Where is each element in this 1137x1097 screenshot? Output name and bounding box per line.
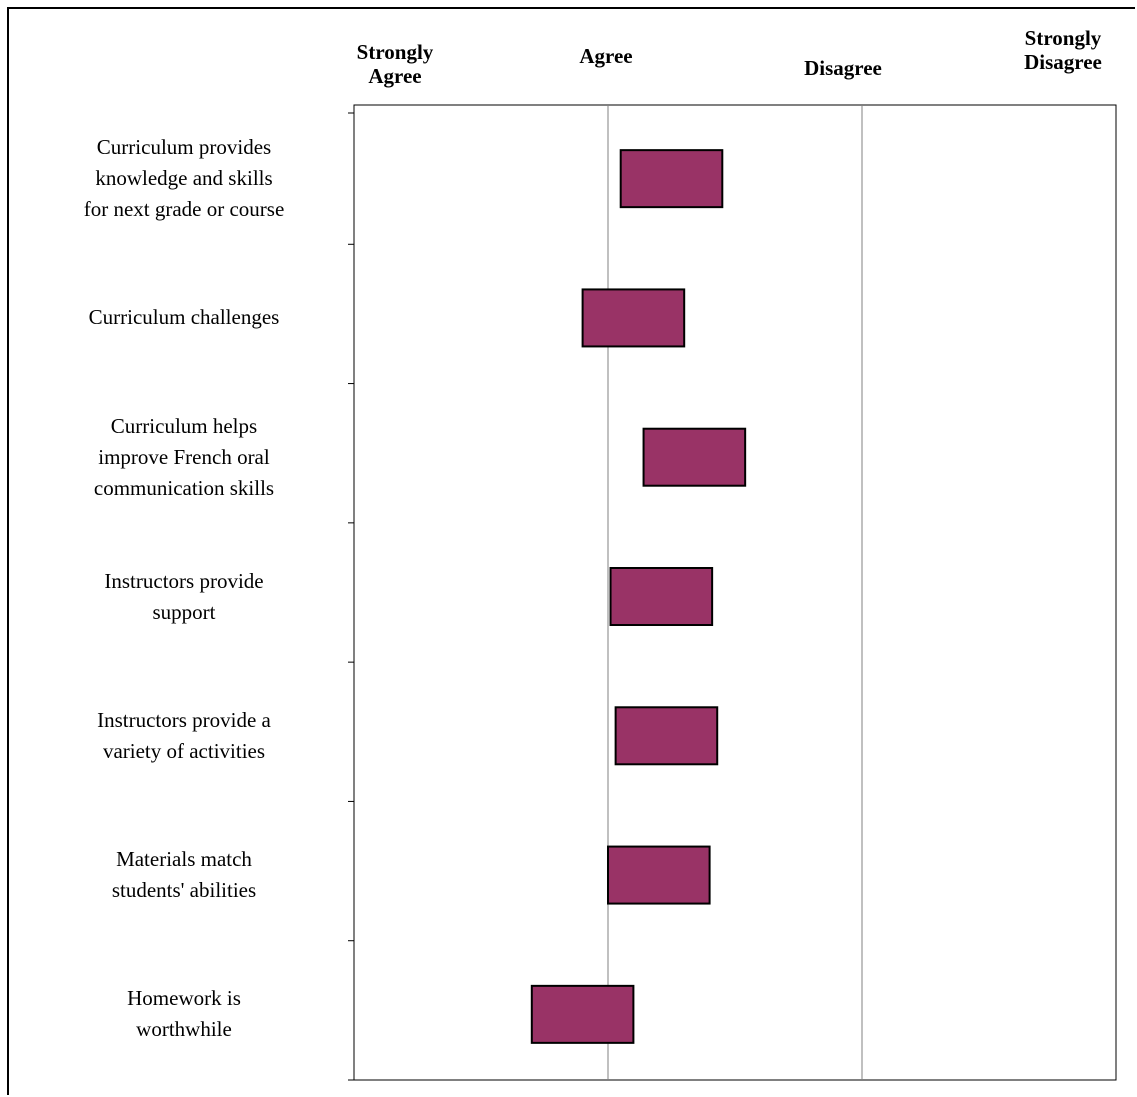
scale-label: Disagree xyxy=(804,56,882,80)
range-bar xyxy=(609,567,714,626)
scale-label: Agree xyxy=(579,44,633,68)
category-label: Instructors provide a variety of activit… xyxy=(97,707,271,763)
category-label: Curriculum challenges xyxy=(88,305,280,330)
category-label: Curriculum provides knowledge and skills… xyxy=(83,135,285,222)
plot-area xyxy=(353,104,1117,1081)
chart-frame xyxy=(7,7,1135,1095)
range-bar xyxy=(619,149,724,209)
range-bar xyxy=(530,984,635,1044)
category-label: Instructors provide support xyxy=(104,568,264,624)
category-label: Materials match students' abilities xyxy=(111,847,257,903)
range-bar xyxy=(614,706,719,766)
range-bar xyxy=(642,427,747,487)
scale-label: Strongly Agree xyxy=(356,40,434,88)
category-label: Homework is worthwhile xyxy=(127,986,241,1042)
range-bar xyxy=(581,288,686,348)
scale-label: Strongly Disagree xyxy=(1024,26,1102,74)
range-bar xyxy=(607,845,711,905)
category-label: Curriculum helps improve French oral com… xyxy=(93,413,275,500)
